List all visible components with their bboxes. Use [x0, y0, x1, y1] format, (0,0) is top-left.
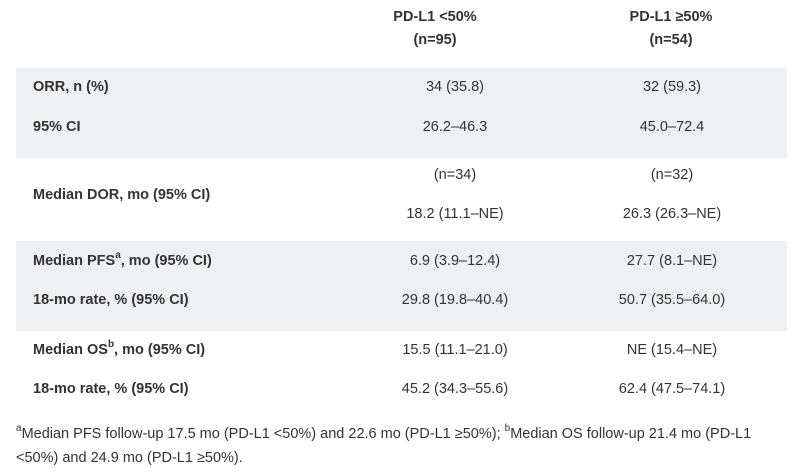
- footnote-text: Median OS follow-up 21.4 mo (PD-L1 <50%)…: [16, 426, 752, 466]
- column-n: (n=54): [649, 32, 693, 48]
- cell-value: 6.9 (3.9–12.4): [409, 253, 501, 269]
- row-label: 95% CI: [33, 119, 81, 135]
- orr-section: ORR, n (%) 34 (35.8) 32 (59.3) 95% CI 26…: [16, 68, 787, 158]
- footnote-text: Median PFS follow-up 17.5 mo (PD-L1 <50%…: [21, 426, 505, 442]
- os-section: Median OSb, mo (95% CI) 15.5 (11.1–21.0)…: [16, 331, 787, 419]
- label-text: , mo (95% CI): [120, 253, 212, 269]
- column-header-pdl1-high: PD-L1 ≥50% (n=54): [561, 6, 781, 52]
- table-row: ORR, n (%) 34 (35.8) 32 (59.3): [16, 76, 787, 98]
- cell-value: NE (15.4–NE): [626, 342, 718, 358]
- cell-value: 27.7 (8.1–NE): [626, 253, 718, 269]
- table-row: Median DOR, mo (95% CI): [16, 184, 787, 206]
- cell-value: 45.0–72.4: [639, 119, 705, 135]
- table-row: Median PFSa, mo (95% CI) 6.9 (3.9–12.4) …: [16, 250, 787, 272]
- cell-value: 26.3 (26.3–NE): [622, 206, 722, 222]
- cell-value: 18.2 (11.1–NE): [406, 206, 504, 222]
- cell-value: 62.4 (47.5–74.1): [618, 381, 726, 397]
- table-row: 18-mo rate, % (95% CI) 29.8 (19.8–40.4) …: [16, 289, 787, 311]
- cell-value: 50.7 (35.5–64.0): [618, 292, 726, 308]
- row-label: Median DOR, mo (95% CI): [33, 187, 211, 203]
- label-text: Median PFS: [33, 253, 116, 269]
- pfs-section: Median PFSa, mo (95% CI) 6.9 (3.9–12.4) …: [16, 241, 787, 331]
- cell-value: 15.5 (11.1–21.0): [402, 342, 508, 358]
- row-label: ORR, n (%): [33, 79, 109, 95]
- footnote-mark: b: [504, 423, 511, 435]
- footnote-mark: a: [16, 423, 22, 435]
- column-header-pdl1-low: PD-L1 <50% (n=95): [325, 6, 545, 52]
- cell-value: 45.2 (34.3–55.6): [401, 381, 509, 397]
- results-table: PD-L1 <50% (n=95) PD-L1 ≥50% (n=54) ORR,…: [16, 0, 787, 419]
- table-row: 95% CI 26.2–46.3 45.0–72.4: [16, 116, 787, 138]
- label-text: Median OS: [33, 342, 108, 358]
- table-row: 18.2 (11.1–NE) 26.3 (26.3–NE): [16, 203, 787, 225]
- table-header: PD-L1 <50% (n=95) PD-L1 ≥50% (n=54): [16, 0, 787, 68]
- footnote-mark: a: [115, 250, 121, 262]
- cell-value: 34 (35.8): [425, 79, 485, 95]
- row-label: 18-mo rate, % (95% CI): [33, 292, 189, 308]
- row-label: Median PFSa, mo (95% CI): [33, 250, 212, 272]
- column-n: (n=95): [413, 32, 457, 48]
- cell-value: 29.8 (19.8–40.4): [401, 292, 509, 308]
- table-row: (n=34) (n=32): [16, 164, 787, 186]
- table-row: Median OSb, mo (95% CI) 15.5 (11.1–21.0)…: [16, 339, 787, 361]
- dor-section: Median DOR, mo (95% CI) (n=34) (n=32) 18…: [16, 158, 787, 241]
- table-footnote: aMedian PFS follow-up 17.5 mo (PD-L1 <50…: [16, 422, 796, 470]
- cell-value: 32 (59.3): [642, 79, 702, 95]
- column-title: PD-L1 <50%: [393, 9, 477, 25]
- column-title: PD-L1 ≥50%: [629, 9, 713, 25]
- cell-value: 26.2–46.3: [422, 119, 488, 135]
- footnote-mark: b: [107, 339, 115, 351]
- label-text: , mo (95% CI): [114, 342, 206, 358]
- cell-n: (n=32): [650, 167, 694, 183]
- table-row: 18-mo rate, % (95% CI) 45.2 (34.3–55.6) …: [16, 378, 787, 400]
- cell-n: (n=34): [433, 167, 477, 183]
- row-label: 18-mo rate, % (95% CI): [33, 381, 189, 397]
- row-label: Median OSb, mo (95% CI): [33, 339, 205, 361]
